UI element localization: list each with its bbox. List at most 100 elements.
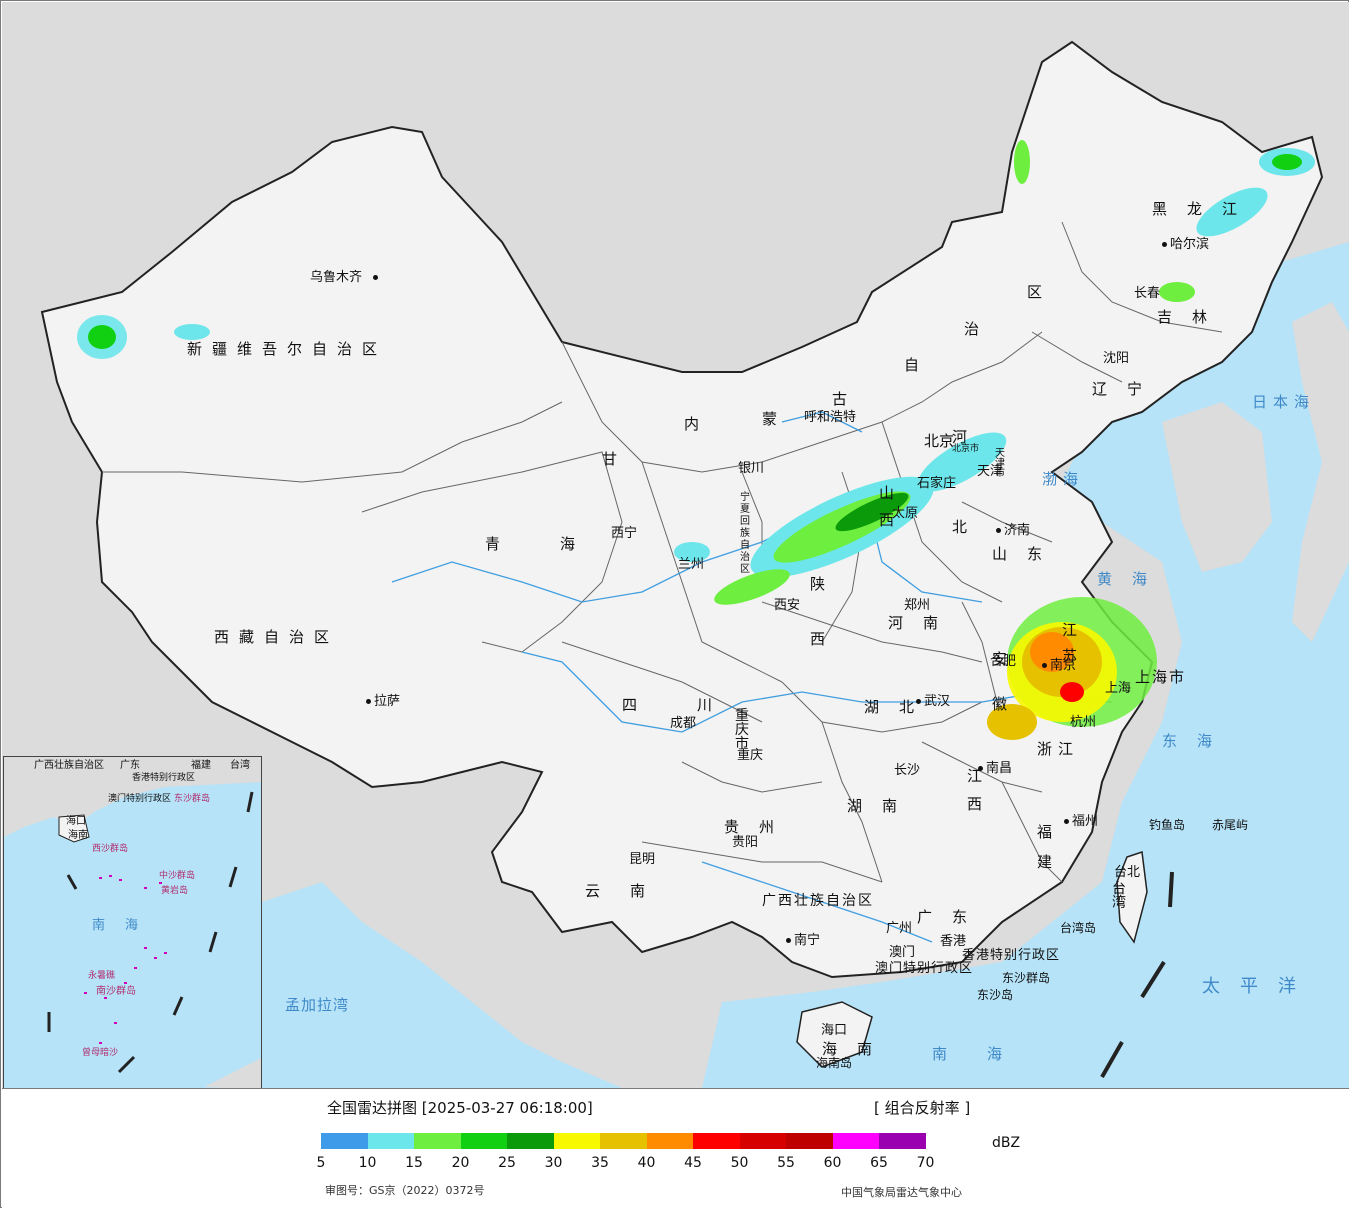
label-guangdong: 广东 [917,908,988,926]
city-xian: 西安 [774,598,801,613]
inset-fujian: 福建 [191,760,211,771]
label-sichuan: 四川 [622,696,773,714]
city-beijing: 北京 [924,432,955,450]
legend-footer: 全国雷达拼图 [2025-03-27 06:18:00] [ 组合反射率 ] 5… [2,1088,1349,1209]
city-nanning: 南宁 [786,934,820,947]
island-hainan: 海南岛 [816,1056,853,1070]
scale-tick: 60 [823,1155,842,1171]
bay-of-bengal-area [262,882,622,1088]
city-xining: 西宁 [611,526,638,541]
city-fuzhou: 福州 [1064,815,1098,828]
color-swatch [786,1133,833,1149]
color-swatch [693,1133,740,1149]
label-tianjin-city: 天津市 [995,448,1005,479]
label-henan: 河南 [888,614,959,632]
color-swatch [367,1133,414,1149]
city-nanjing: 南京 [1042,659,1076,672]
inset-nansha: 南沙群岛 [96,986,136,997]
island-taiwan: 台湾岛 [1060,921,1097,935]
label-xizang: 西藏自治区 [214,628,340,646]
scale-tick: 25 [498,1155,516,1171]
sea-pacific: 太平洋 [1202,976,1316,997]
label-ningxia: 宁夏回族自治区 [740,492,750,575]
city-shenyang: 沈阳 [1103,351,1130,366]
scale-tick: 65 [870,1155,888,1171]
city-changchun: 长春 [1134,286,1161,301]
label-taiwan: 台湾 [1112,881,1126,911]
label-qinghai: 青海 [485,535,636,553]
city-harbin: 哈尔滨 [1162,238,1209,251]
label-chongqing-city: 重庆市 [735,708,749,752]
scale-tick: 30 [544,1155,563,1171]
city-guangzhou: 广州 [886,921,913,936]
label-neimenggu-6: 区 [1027,283,1053,301]
label-hubei: 湖北 [864,698,935,716]
color-swatch [879,1133,926,1149]
city-kunming: 昆明 [629,852,656,867]
inset-macau: 澳门特别行政区 [108,794,172,804]
scale-tick: 50 [730,1155,749,1171]
rivers [391,411,1103,943]
inset-hainan: 海南 [68,830,88,841]
label-beijing-city: 北京市 [952,444,980,454]
label-guizhou: 贵州 [724,818,795,836]
label-xinjiang: 新疆维吾尔自治区 [187,340,388,358]
radar-map[interactable]: 新疆维吾尔自治区 西藏自治区 青海 内 蒙 古 自 治 区 甘 四川 贵州 云南… [2,2,1349,1088]
inset-zhongsha: 中沙群岛 [159,871,196,881]
city-urumqi-dot [373,271,381,284]
label-hebei: 河北 [952,428,968,536]
color-swatch [600,1133,647,1149]
color-swatch [553,1133,600,1149]
label-zhejiang: 浙江 [1037,740,1080,758]
inset-haikou: 海口 [66,816,86,827]
label-shaanxi: 陕西 [810,575,826,648]
city-macau: 澳门 [889,945,916,960]
city-hefei: 合肥 [990,654,1017,669]
color-swatch [507,1133,554,1149]
scale-tick: 5 [316,1155,326,1171]
label-neimenggu-5: 治 [964,320,990,338]
city-hangzhou: 杭州 [1070,715,1097,730]
city-chongqing: 重庆 [737,748,764,763]
label-hainan: 海南 [822,1040,893,1058]
city-chengdu: 成都 [670,716,697,731]
label-neimenggu-4: 自 [904,356,930,374]
inset-guangxi: 广西壮族自治区 [34,760,104,771]
scale-tick: 15 [405,1155,423,1171]
province-borders [102,221,1223,883]
label-liaoning: 辽宁 [1092,380,1163,398]
label-neimenggu-3: 古 [832,390,858,408]
scale-tick: 55 [777,1155,795,1171]
color-swatch [460,1133,507,1149]
scale-tick: 40 [637,1155,656,1171]
inset-yongshu: 永暑礁 [88,971,116,981]
label-shandong: 山东 [992,545,1063,563]
island-dongsha-group: 东沙群岛 [1002,971,1051,985]
sea-bohai: 渤海 [1042,470,1085,488]
inset-guangdong: 广东 [120,760,140,771]
taiwan-island [1116,850,1148,944]
source-label: 中国气象局雷达气象中心 [841,1186,962,1199]
label-heilongjiang: 黑龙江 [1152,200,1258,218]
scale-tick: 45 [684,1155,702,1171]
sea-bengal: 孟加拉湾 [285,996,350,1014]
korea-land [1162,402,1272,572]
color-scale-bar [321,1133,926,1149]
label-gansu: 甘 [602,450,628,468]
island-diaoyu: 钓鱼岛 [1149,818,1186,832]
city-lhasa: 拉萨 [366,695,400,708]
city-taiyuan: 太原 [892,506,919,521]
label-anhui: 安徽 [992,650,1008,713]
city-changsha: 长沙 [894,763,921,778]
inset-huangyan: 黄岩岛 [161,886,189,896]
city-jinan: 济南 [996,524,1030,537]
hainan-island [796,1001,873,1068]
label-hunan: 湖南 [847,797,918,815]
inset-xisha: 西沙群岛 [92,844,129,854]
scale-tick: 35 [591,1155,609,1171]
japan-land [1292,302,1349,642]
label-yunnan: 云南 [585,882,676,900]
label-neimenggu-1: 内 [684,415,710,433]
label-shanxi-1: 山西 [879,484,895,529]
